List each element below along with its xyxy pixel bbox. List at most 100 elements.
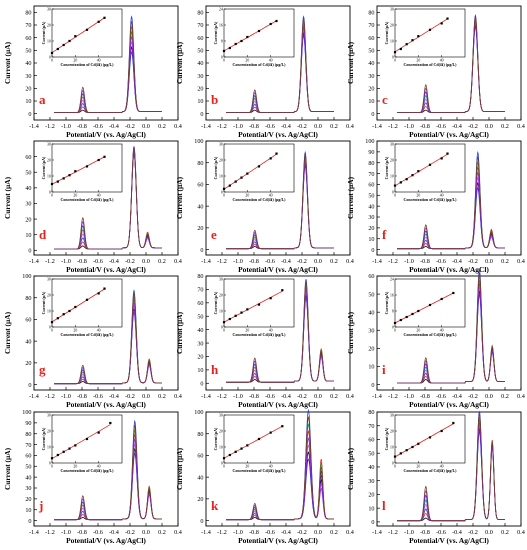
x-axis-label: Potential/V (vs. Ag/AgCl) bbox=[66, 536, 146, 545]
inset-data-point bbox=[257, 437, 261, 441]
y-axis-label: Current (µA) bbox=[175, 176, 184, 219]
inset-data-point bbox=[68, 39, 71, 43]
inset-data-point bbox=[56, 180, 59, 183]
y-tick-label: 0 bbox=[371, 382, 374, 389]
y-tick-label: 0 bbox=[371, 111, 374, 118]
inset-data-point bbox=[405, 178, 408, 181]
y-tick-label: 50 bbox=[197, 48, 203, 55]
curve-8 bbox=[54, 147, 162, 250]
inset-data-point bbox=[62, 450, 65, 453]
x-tick-label: -1.0 bbox=[233, 393, 243, 400]
panel-k: -1.4 -1.2 -1.0 -0.8 -0.6 -0.4 -0.2 0.0 0.2 0.4 0 20… bbox=[175, 408, 354, 545]
x-tick-label: -1.2 bbox=[388, 393, 398, 400]
curve-group bbox=[226, 279, 334, 383]
y-tick-label: 40 bbox=[368, 60, 374, 67]
inset-y-tick-label: 30 bbox=[219, 277, 223, 281]
x-tick-label: -1.2 bbox=[388, 258, 398, 265]
inset-x-tick-label: 20 bbox=[73, 465, 77, 469]
y-tick-label: 80 bbox=[368, 160, 374, 167]
inset-data-point bbox=[50, 51, 54, 55]
y-tick-label: 80 bbox=[197, 273, 203, 280]
inset-data-point bbox=[257, 29, 261, 33]
inset-y-tick-label: 10 bbox=[219, 174, 223, 178]
inset-x-tick-label: 40 bbox=[97, 59, 101, 63]
inset-y-tick-label: 16 bbox=[390, 293, 394, 297]
inset-y-tick-label: 0 bbox=[49, 325, 51, 329]
y-tick-label: 60 bbox=[197, 182, 203, 189]
inset-data-point bbox=[50, 321, 54, 324]
y-tick-label: 40 bbox=[368, 203, 374, 210]
inset-data-point bbox=[428, 303, 432, 307]
x-tick-label: -1.0 bbox=[404, 258, 414, 265]
y-tick-label: 50 bbox=[368, 291, 374, 298]
inset-y-tick-label: 0 bbox=[49, 190, 51, 194]
inset-y-tick-label: 10 bbox=[47, 39, 51, 43]
x-tick-label: -0.4 bbox=[109, 123, 119, 130]
x-tick-label: 0.0 bbox=[142, 393, 150, 400]
curve-8 bbox=[226, 152, 334, 250]
y-tick-label: 80 bbox=[368, 10, 374, 17]
panel-letter: k bbox=[211, 498, 219, 513]
inset-y-axis-label: Current (µA) bbox=[213, 427, 218, 450]
y-tick-label: 100 bbox=[22, 273, 31, 280]
inset-y-tick-label: 0 bbox=[392, 55, 394, 59]
x-tick-label: 0.4 bbox=[517, 529, 525, 536]
y-tick-label: 80 bbox=[368, 409, 374, 416]
inset-calibration: 0 20 40 0 10 20 30 Concentration of Cd(Ⅱ) (µg/L… bbox=[384, 7, 466, 67]
y-tick-label: 10 bbox=[25, 98, 31, 105]
inset-x-axis-label: Concentration of Cd(Ⅱ) (µg/L) bbox=[404, 62, 458, 67]
x-tick-label: -0.4 bbox=[452, 529, 462, 536]
panel-letter: h bbox=[211, 362, 219, 377]
x-axis-label: Potential/V (vs. Ag/AgCl) bbox=[66, 265, 146, 274]
inset-data-point bbox=[56, 453, 59, 457]
inset-x-tick-label: 0 bbox=[223, 59, 225, 63]
y-tick-label: 60 bbox=[25, 453, 31, 460]
inset-data-point bbox=[85, 437, 89, 441]
x-tick-label: -0.8 bbox=[420, 123, 430, 130]
inset-frame bbox=[51, 278, 123, 328]
inset-calibration: 0 20 40 0 10 20 30 Concentration of Cd(Ⅱ) (µg/L… bbox=[384, 413, 466, 473]
y-tick-label: 100 bbox=[22, 409, 31, 416]
y-tick-label: 20 bbox=[197, 354, 203, 361]
inset-fit-line bbox=[51, 288, 105, 323]
inset-calibration: 0 20 40 0 8 16 24 Concentration of Cd(Ⅱ) (µg/L)… bbox=[384, 277, 466, 337]
inset-data-point bbox=[440, 22, 443, 25]
inset-data-point bbox=[417, 35, 420, 38]
inset-data-point bbox=[399, 318, 402, 322]
inset-x-axis-label: Concentration of Cd(Ⅱ) (µg/L) bbox=[61, 62, 115, 67]
inset-data-point bbox=[405, 315, 408, 319]
x-tick-label: -1.4 bbox=[372, 393, 382, 400]
panel-letter: j bbox=[38, 498, 43, 513]
inset-data-point bbox=[269, 22, 272, 26]
inset-x-tick-label: 40 bbox=[97, 329, 101, 333]
inset-x-tick-label: 40 bbox=[440, 59, 444, 63]
curve-6 bbox=[54, 452, 162, 521]
inset-x-axis-label: Concentration of Cd(Ⅱ) (µg/L) bbox=[61, 332, 115, 337]
x-tick-label: 0.4 bbox=[346, 258, 354, 265]
inset-y-tick-label: 24 bbox=[219, 7, 223, 11]
inset-y-tick-label: 20 bbox=[47, 158, 51, 162]
curve-group bbox=[397, 411, 505, 522]
inset-data-point bbox=[281, 289, 284, 292]
curve-group bbox=[226, 15, 334, 114]
y-tick-label: 20 bbox=[368, 346, 374, 353]
inset-calibration: 0 20 40 0 10 20 30 Concentration of Cd(Ⅱ) (µg/L… bbox=[41, 277, 123, 337]
x-tick-label: -1.2 bbox=[45, 258, 55, 265]
x-tick-label: 0.2 bbox=[501, 393, 509, 400]
inset-data-point bbox=[62, 313, 65, 316]
inset-data-point bbox=[68, 174, 71, 177]
y-tick-label: 10 bbox=[368, 505, 374, 512]
x-axis-label: Potential/V (vs. Ag/AgCl) bbox=[409, 400, 489, 409]
x-tick-label: -0.6 bbox=[93, 258, 103, 265]
inset-x-tick-label: 0 bbox=[394, 59, 396, 63]
panel-letter: l bbox=[382, 498, 386, 513]
panel-g: -1.4 -1.2 -1.0 -0.8 -0.6 -0.4 -0.2 0.0 0.2 0.4 0 20… bbox=[3, 273, 182, 409]
x-tick-label: 0.0 bbox=[485, 123, 493, 130]
panel-l: -1.4 -1.2 -1.0 -0.8 -0.6 -0.4 -0.2 0.0 0.2 0.4 0 10… bbox=[346, 409, 525, 545]
x-tick-label: -0.6 bbox=[93, 529, 103, 536]
inset-data-point bbox=[411, 39, 414, 42]
x-tick-label: -1.4 bbox=[201, 529, 211, 536]
x-tick-label: 0.2 bbox=[158, 258, 166, 265]
inset-y-axis-label: Current (µA) bbox=[384, 291, 389, 314]
x-tick-label: -0.2 bbox=[125, 258, 135, 265]
